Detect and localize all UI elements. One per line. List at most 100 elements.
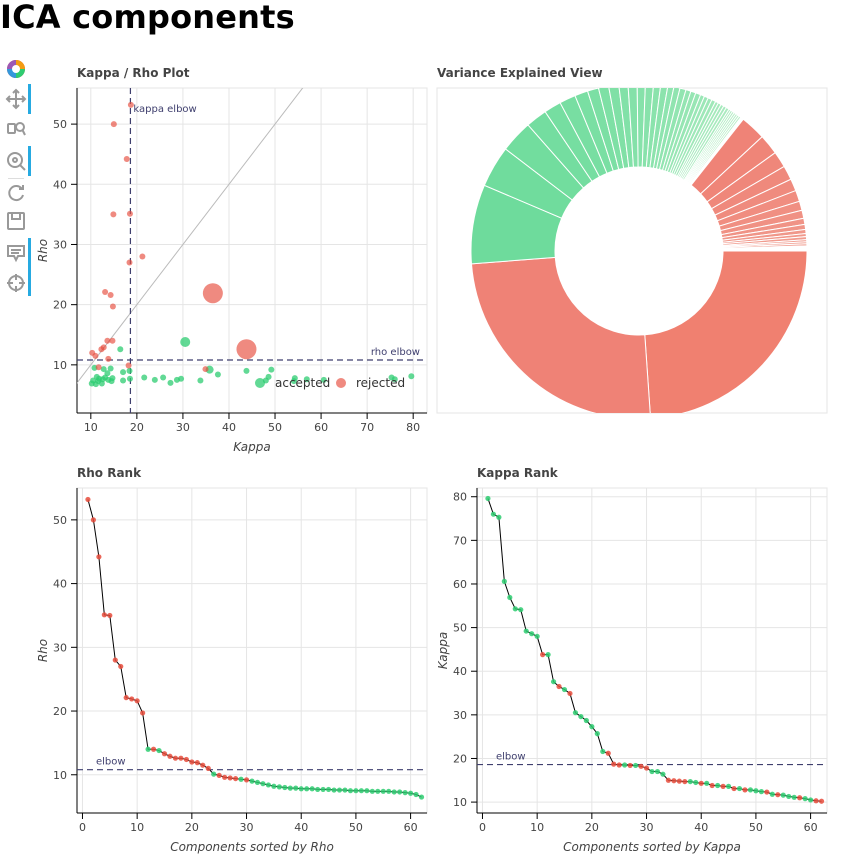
rejected-point	[109, 303, 116, 310]
accepted-point	[126, 375, 133, 382]
rejected-point	[109, 337, 116, 344]
rho-rank-y-tick-label: 40	[53, 578, 67, 591]
accepted-point	[93, 373, 100, 380]
accepted-point	[654, 768, 661, 775]
rejected-point	[813, 798, 819, 804]
kappa-rho-x-tick-label: 50	[268, 421, 282, 434]
accepted-point	[578, 713, 584, 720]
rho-elbow-label: rho elbow	[371, 347, 420, 358]
accepted-point	[369, 788, 375, 794]
accepted-point	[120, 377, 127, 384]
pan-tool-icon[interactable]	[5, 88, 27, 110]
rho-rank-x-tick-label: 50	[349, 821, 363, 834]
accepted-point	[254, 779, 261, 786]
accepted-point	[173, 376, 180, 383]
accepted-point	[600, 748, 606, 755]
pan-tool-active-indicator	[28, 84, 31, 114]
accepted-point	[126, 367, 133, 374]
kappa-elbow-label: kappa elbow	[133, 104, 196, 115]
accepted-point	[649, 768, 655, 775]
accepted-point	[358, 788, 364, 794]
kappa-rho-title: Kappa / Rho Plot	[77, 66, 190, 80]
rho-rank-y-tick-label: 30	[53, 641, 67, 654]
accepted-point	[715, 782, 721, 789]
accepted-point	[238, 776, 244, 782]
accepted-point	[268, 366, 275, 373]
accepted-point	[214, 371, 221, 378]
rejected-point	[731, 785, 737, 792]
rejected-point	[95, 364, 102, 371]
accepted-point	[117, 346, 124, 353]
accepted-point	[120, 369, 127, 376]
legend-accepted-label: accepted	[275, 376, 330, 390]
accepted-point	[315, 786, 321, 793]
plot-toolbar	[0, 56, 32, 296]
accepted-point	[160, 374, 167, 381]
accepted-point	[156, 747, 162, 754]
rejected-point	[676, 778, 682, 784]
accepted-point	[561, 686, 568, 693]
rejected-point	[139, 253, 146, 260]
accepted-point	[276, 784, 282, 790]
hover-tool-icon[interactable]	[5, 242, 27, 264]
accepted-point	[304, 786, 310, 792]
reset-tool-icon[interactable]	[5, 182, 27, 204]
kappa-rank-y-axis-label: Kappa	[436, 632, 450, 669]
rejected-point	[123, 695, 129, 701]
accepted-point	[260, 781, 266, 787]
accepted-point	[594, 731, 600, 737]
rejected-point	[102, 289, 109, 296]
kappa-rank-y-tick-label: 60	[453, 578, 467, 591]
rejected-point	[567, 690, 573, 697]
accepted-point	[523, 628, 529, 634]
accepted-point	[243, 367, 250, 374]
rejected-point	[742, 787, 748, 793]
rho-rank-y-tick-label: 10	[53, 769, 67, 782]
kappa-rank-y-tick-label: 40	[453, 665, 467, 678]
kappa-rank-y-tick-label: 20	[453, 752, 467, 765]
rejected-point	[107, 292, 114, 299]
kappa-rank-x-tick-label: 60	[804, 821, 818, 834]
bokeh-logo-icon[interactable]	[5, 58, 27, 80]
box-zoom-tool-icon[interactable]	[5, 118, 27, 140]
accepted-point	[660, 771, 666, 777]
rejected-point	[698, 780, 704, 786]
accepted-point	[287, 785, 293, 791]
kappa-rank-elbow-label: elbow	[496, 752, 526, 763]
rejected-point	[189, 759, 195, 765]
kappa-rank-x-tick-label: 10	[530, 821, 544, 834]
wheel-zoom-tool-active-indicator	[28, 146, 31, 176]
wheel-zoom-tool-icon[interactable]	[5, 150, 27, 172]
accepted-point	[529, 631, 535, 637]
save-tool-icon[interactable]	[5, 210, 27, 232]
accepted-point	[413, 791, 419, 798]
rejected-point	[665, 777, 672, 783]
crosshair-tool-icon[interactable]	[5, 272, 27, 294]
accepted-point	[622, 762, 628, 768]
rho-rank-x-tick-label: 30	[240, 821, 254, 834]
rejected-point	[178, 755, 184, 761]
accepted-point	[397, 789, 403, 795]
rejected-point	[764, 789, 770, 795]
accepted-point	[320, 786, 326, 793]
accepted-point	[693, 779, 699, 786]
accepted-point	[364, 788, 370, 794]
rejected-point	[775, 792, 781, 798]
rho-rank-y-tick-label: 20	[53, 705, 67, 718]
rejected-point	[85, 496, 91, 503]
kappa-rank-x-axis-label: Components sorted by Kappa	[563, 840, 741, 854]
accepted-point	[380, 788, 386, 794]
rejected-point	[105, 355, 112, 362]
rejected-point	[161, 751, 168, 757]
accepted-point	[298, 786, 304, 792]
rho-rank-y-tick-label: 50	[53, 514, 67, 527]
rho-rank-x-tick-label: 10	[130, 821, 144, 834]
rejected-point	[605, 750, 611, 756]
rho-rank-x-tick-label: 0	[79, 821, 86, 834]
rejected-point	[140, 710, 146, 716]
rejected-point	[205, 765, 211, 771]
rejected-point	[167, 753, 173, 759]
rejected-point	[110, 211, 117, 218]
accepted-point	[407, 790, 414, 796]
